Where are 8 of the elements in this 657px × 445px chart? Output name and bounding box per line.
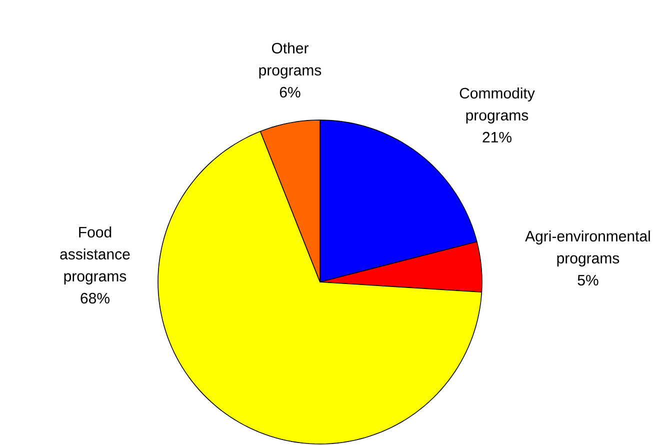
slice-label: Food assistance programs	[60, 226, 130, 284]
slice-label: Commodity programs	[460, 88, 535, 124]
data-label: 68%	[80, 292, 110, 304]
slice-label: Agri-environmental programs	[525, 230, 650, 266]
data-label: 5%	[578, 274, 598, 286]
data-label: 21%	[482, 132, 512, 142]
data-label: 6%	[280, 86, 300, 98]
slice-label: Other programs	[259, 42, 322, 78]
